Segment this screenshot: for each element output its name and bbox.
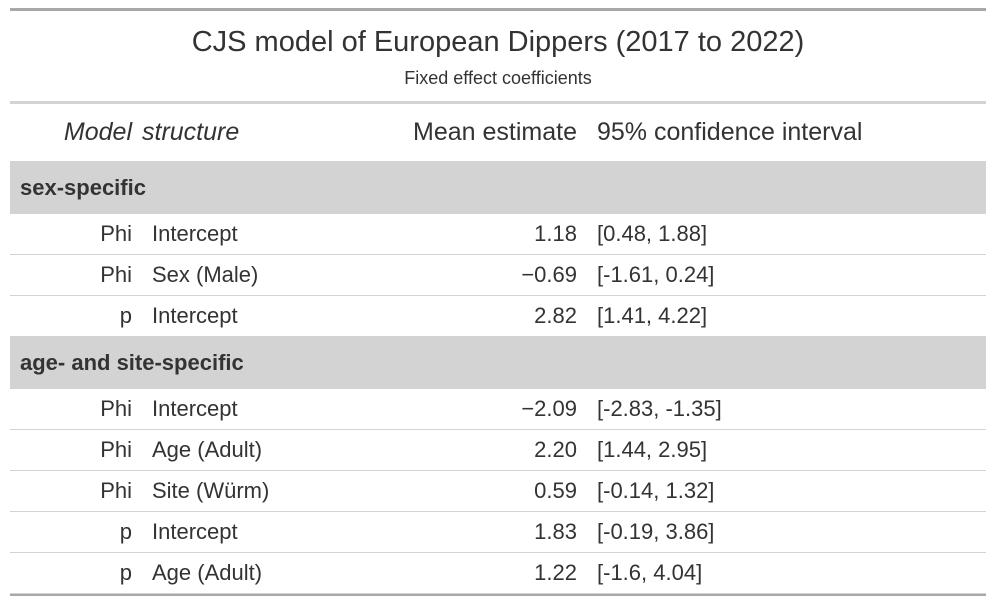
- coefficient-table-container: CJS model of European Dippers (2017 to 2…: [10, 8, 986, 596]
- coefficient-table: Model structure Mean estimate 95% confid…: [10, 104, 986, 594]
- cell-confidence-interval: [-0.14, 1.32]: [577, 470, 986, 512]
- column-header-model: Model: [10, 104, 132, 164]
- table-row: Phi Sex (Male) −0.69 [-1.61, 0.24]: [10, 254, 986, 296]
- cell-confidence-interval: [0.48, 1.88]: [577, 212, 986, 255]
- cell-parameter: p: [10, 511, 132, 553]
- cell-confidence-interval: [-0.19, 3.86]: [577, 511, 986, 553]
- cell-mean-estimate: 1.83: [377, 511, 577, 553]
- cell-confidence-interval: [-1.6, 4.04]: [577, 552, 986, 594]
- group-label: age- and site-specific: [10, 337, 986, 389]
- cell-term: Site (Würm): [132, 470, 377, 512]
- cell-parameter: p: [10, 552, 132, 594]
- cell-term: Intercept: [132, 295, 377, 339]
- cell-term: Age (Adult): [132, 552, 377, 594]
- table-row: Phi Intercept 1.18 [0.48, 1.88]: [10, 212, 986, 255]
- cell-confidence-interval: [-2.83, -1.35]: [577, 387, 986, 430]
- table-row: Phi Intercept −2.09 [-2.83, -1.35]: [10, 387, 986, 430]
- cell-mean-estimate: −0.69: [377, 254, 577, 296]
- column-header-mean-estimate: Mean estimate: [377, 104, 577, 164]
- table-heading: CJS model of European Dippers (2017 to 2…: [10, 11, 986, 90]
- group-row: sex-specific: [10, 162, 986, 214]
- column-header-row: Model structure Mean estimate 95% confid…: [10, 104, 986, 164]
- table-row: p Intercept 1.83 [-0.19, 3.86]: [10, 511, 986, 553]
- group-row: age- and site-specific: [10, 337, 986, 389]
- cell-term: Intercept: [132, 387, 377, 430]
- top-rule: [10, 8, 986, 11]
- table-row: Phi Age (Adult) 2.20 [1.44, 2.95]: [10, 429, 986, 471]
- cell-term: Intercept: [132, 212, 377, 255]
- table-subtitle: Fixed effect coefficients: [404, 68, 592, 88]
- table-body: sex-specific Phi Intercept 1.18 [0.48, 1.88]…: [10, 162, 986, 594]
- column-header-structure: structure: [132, 104, 377, 164]
- cell-parameter: Phi: [10, 429, 132, 471]
- cell-parameter: Phi: [10, 387, 132, 430]
- cell-term: Age (Adult): [132, 429, 377, 471]
- column-header-confidence-interval: 95% confidence interval: [577, 104, 986, 164]
- cell-mean-estimate: 1.18: [377, 212, 577, 255]
- table-row: Phi Site (Würm) 0.59 [-0.14, 1.32]: [10, 470, 986, 512]
- cell-term: Intercept: [132, 511, 377, 553]
- cell-mean-estimate: 2.20: [377, 429, 577, 471]
- cell-parameter: Phi: [10, 470, 132, 512]
- cell-parameter: p: [10, 295, 132, 339]
- cell-parameter: Phi: [10, 254, 132, 296]
- cell-confidence-interval: [-1.61, 0.24]: [577, 254, 986, 296]
- cell-term: Sex (Male): [132, 254, 377, 296]
- table-row: p Age (Adult) 1.22 [-1.6, 4.04]: [10, 552, 986, 594]
- table-title: CJS model of European Dippers (2017 to 2…: [191, 26, 805, 58]
- group-label: sex-specific: [10, 162, 986, 214]
- bottom-rule: [10, 594, 986, 596]
- cell-mean-estimate: 0.59: [377, 470, 577, 512]
- cell-mean-estimate: −2.09: [377, 387, 577, 430]
- cell-confidence-interval: [1.41, 4.22]: [577, 295, 986, 339]
- cell-confidence-interval: [1.44, 2.95]: [577, 429, 986, 471]
- heading-rule: [10, 101, 986, 104]
- cell-parameter: Phi: [10, 212, 132, 255]
- table-row: p Intercept 2.82 [1.41, 4.22]: [10, 295, 986, 339]
- cell-mean-estimate: 1.22: [377, 552, 577, 594]
- cell-mean-estimate: 2.82: [377, 295, 577, 339]
